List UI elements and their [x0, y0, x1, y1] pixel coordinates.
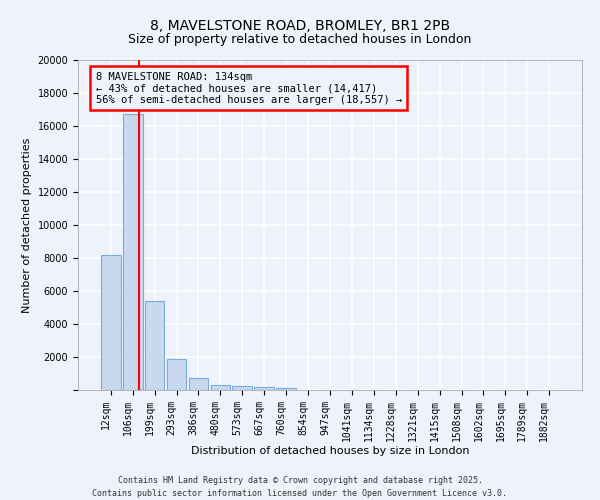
- Text: 8 MAVELSTONE ROAD: 134sqm
← 43% of detached houses are smaller (14,417)
56% of s: 8 MAVELSTONE ROAD: 134sqm ← 43% of detac…: [95, 72, 402, 105]
- X-axis label: Distribution of detached houses by size in London: Distribution of detached houses by size …: [191, 446, 469, 456]
- Bar: [145, 301, 164, 390]
- Bar: [232, 386, 252, 390]
- Bar: [101, 254, 121, 390]
- Text: Contains HM Land Registry data © Crown copyright and database right 2025.
Contai: Contains HM Land Registry data © Crown c…: [92, 476, 508, 498]
- Bar: [123, 114, 143, 390]
- Text: Size of property relative to detached houses in London: Size of property relative to detached ho…: [128, 33, 472, 46]
- Bar: [167, 360, 187, 390]
- Bar: [188, 378, 208, 390]
- Y-axis label: Number of detached properties: Number of detached properties: [22, 138, 32, 312]
- Bar: [254, 387, 274, 390]
- Bar: [211, 385, 230, 390]
- Bar: [276, 388, 296, 390]
- Text: 8, MAVELSTONE ROAD, BROMLEY, BR1 2PB: 8, MAVELSTONE ROAD, BROMLEY, BR1 2PB: [150, 18, 450, 32]
